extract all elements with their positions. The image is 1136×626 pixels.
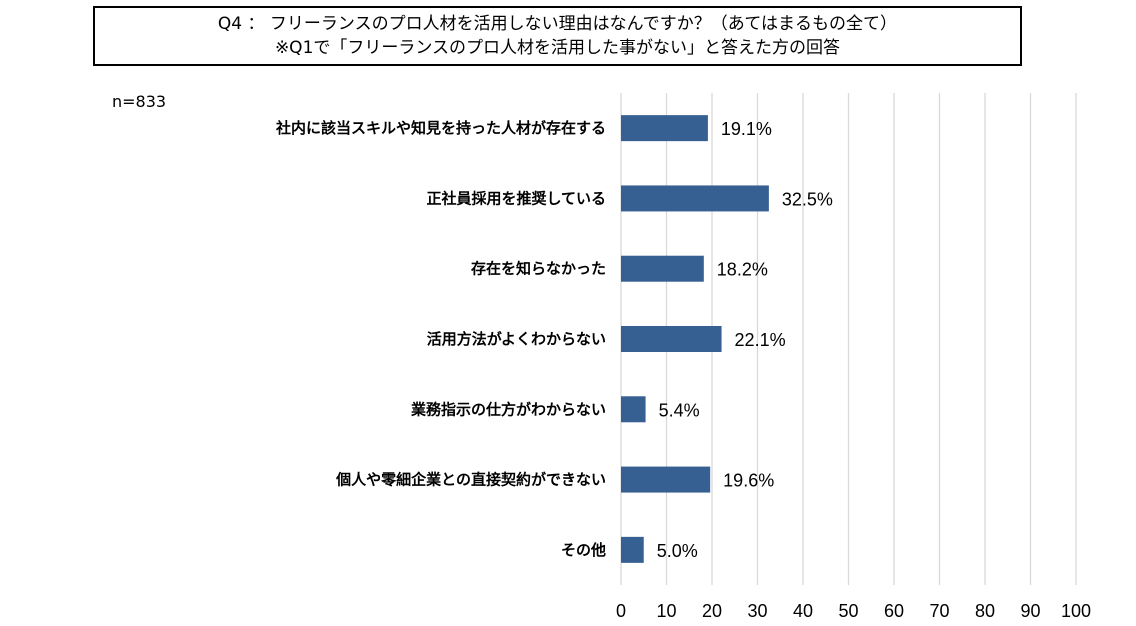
x-tick-label: 80 [975, 601, 995, 621]
x-tick-label: 100 [1061, 601, 1091, 621]
category-label: 存在を知らなかった [471, 260, 606, 278]
bar [621, 326, 722, 352]
chart-title-box: Q4 ： フリーランスのプロ人材を活用しない理由はなんですか？（あてはまるもの全… [93, 6, 1022, 66]
category-label: 社内に該当スキルや知見を持った人材が存在する [275, 119, 606, 137]
value-label: 19.1% [721, 119, 772, 139]
bar [621, 466, 711, 493]
x-tick-label: 70 [929, 601, 949, 621]
category-label: その他 [561, 541, 606, 559]
value-label: 32.5% [782, 189, 833, 209]
sample-size-label: n=833 [112, 92, 167, 111]
value-label: 22.1% [735, 330, 786, 350]
x-tick-label: 90 [1020, 601, 1040, 621]
category-label: 業務指示の仕方がわからない [410, 400, 606, 418]
bar [621, 536, 644, 563]
value-label: 5.0% [657, 541, 698, 561]
bar [621, 396, 646, 423]
category-label: 正社員採用を推奨している [426, 189, 606, 207]
x-tick-label: 50 [838, 601, 858, 621]
chart-title-line-1: Q4 ： フリーランスのプロ人材を活用しない理由はなんですか？（あてはまるもの全… [217, 14, 898, 34]
value-label: 5.4% [659, 400, 700, 420]
x-tick-label: 30 [747, 601, 767, 621]
category-label: 個人や零細企業との直接契約ができない [335, 471, 606, 489]
x-tick-label: 40 [793, 601, 813, 621]
x-tick-label: 20 [702, 601, 722, 621]
x-tick-label: 10 [656, 601, 676, 621]
x-tick-label: 60 [884, 601, 904, 621]
chart-title-line-2: ※Q1で「フリーランスのプロ人材を活用した事がない」と答えた方の回答 [274, 38, 841, 58]
value-label: 18.2% [717, 260, 768, 280]
bar [621, 185, 769, 212]
bar [621, 255, 704, 282]
bar [621, 115, 708, 142]
value-label: 19.6% [723, 471, 774, 491]
category-label: 活用方法がよくわからない [427, 330, 606, 348]
x-tick-label: 0 [616, 601, 626, 621]
